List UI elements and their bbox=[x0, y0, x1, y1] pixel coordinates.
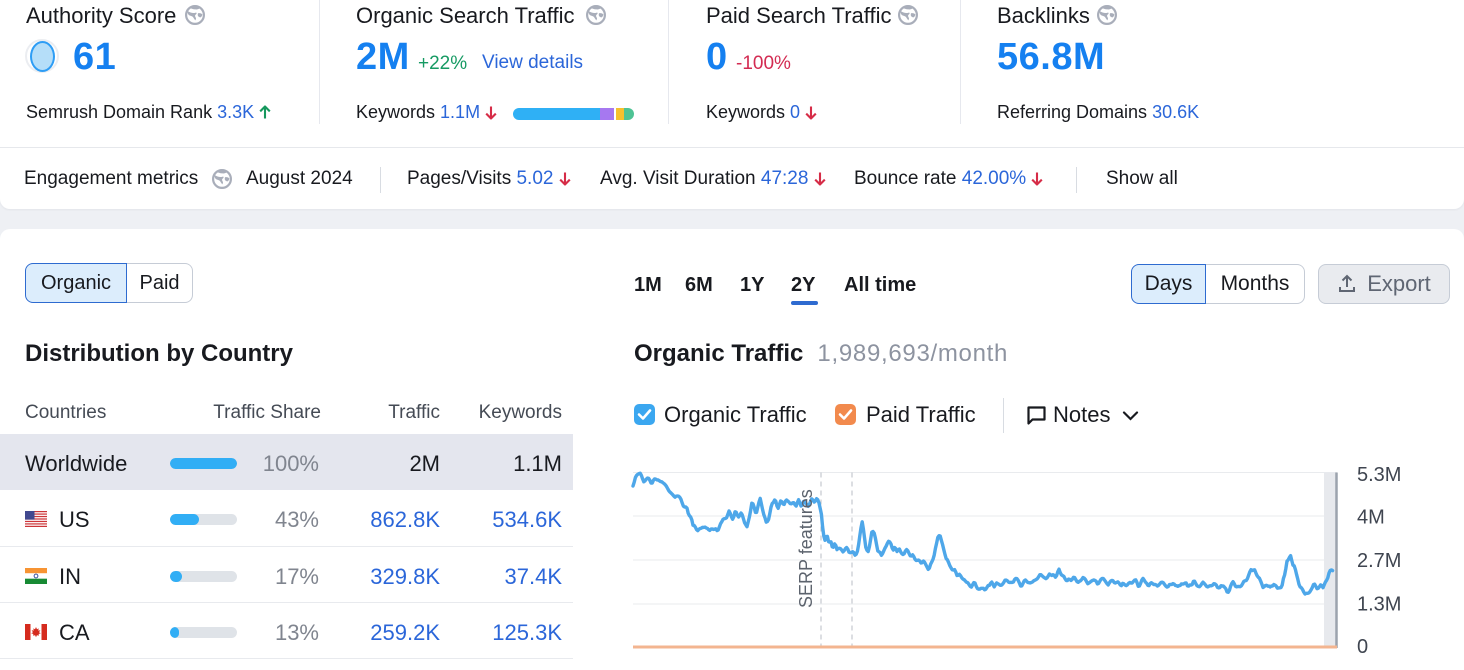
svg-text:4M: 4M bbox=[1357, 507, 1385, 529]
svg-text:0: 0 bbox=[1357, 636, 1368, 658]
svg-text:2.7M: 2.7M bbox=[1357, 550, 1401, 572]
svg-text:SERP features: SERP features bbox=[796, 489, 816, 608]
svg-text:1.3M: 1.3M bbox=[1357, 594, 1401, 616]
svg-text:5.3M: 5.3M bbox=[1357, 464, 1401, 486]
